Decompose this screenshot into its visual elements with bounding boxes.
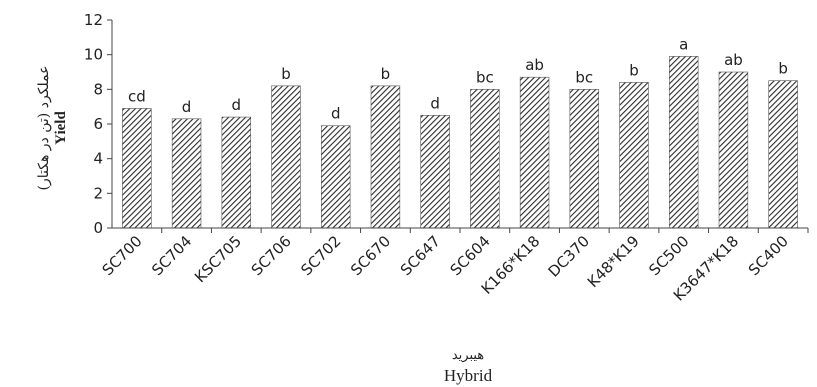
y-axis: 0 2 4 6 8 10 12 [84,11,113,237]
y-tick-label: 6 [93,115,103,133]
x-axis-label-persian: هیبرید [452,348,484,363]
x-tick-label: SC647 [397,232,444,279]
bar [768,80,798,229]
x-tick-label: SC500 [645,232,692,279]
significance-letter: ab [525,56,544,74]
x-tick-label: DC370 [545,232,594,281]
x-tick-label: SC670 [347,232,394,279]
significance-letter: ab [724,51,743,69]
x-tick-label: SC400 [745,232,792,279]
bar [470,89,500,229]
x-tick-label: K48*K19 [584,232,643,291]
bar [320,125,351,229]
significance-letter: d [430,94,440,112]
bar [122,108,152,229]
y-tick-label: 10 [84,46,103,64]
bar [221,116,252,229]
significance-letter: d [331,105,341,123]
x-axis-label: Hybrid [444,366,493,385]
significance-letter: bc [476,68,494,86]
significance-letter: bc [575,68,593,86]
x-tick-label: SC706 [248,232,295,279]
significance-letter: cd [128,87,146,105]
y-axis-label-persian: عملکرد (تن در هکتار) [36,66,52,191]
significance-letter: d [182,98,192,116]
y-tick-label: 12 [84,11,103,29]
x-tick-label: SC604 [447,232,494,279]
significance-letter: b [381,65,391,83]
bar [569,89,600,229]
bar [420,115,450,229]
y-tick-label: 4 [93,150,103,168]
x-tick-label: KSC705 [191,232,245,286]
y-axis-label: Yield [53,111,69,145]
x-tick-label: SC702 [297,232,344,279]
y-tick-label: 0 [93,219,103,237]
significance-letter: b [629,61,639,79]
y-tick-label: 8 [93,80,103,98]
bar [171,118,202,229]
bar [271,85,301,229]
x-tick-label: SC700 [99,232,146,279]
y-tick-label: 2 [93,184,103,202]
bar [519,76,550,229]
bar [619,82,649,229]
bar [718,71,749,229]
significance-letter: b [281,65,291,83]
bar [668,56,699,229]
x-tick-label: SC704 [148,232,195,279]
bar [370,85,401,229]
bars-group: cd d d b d b d bc ab bc b a ab b [122,35,798,229]
significance-letter: b [778,60,788,78]
significance-letter: a [679,35,688,53]
significance-letter: d [232,96,242,114]
